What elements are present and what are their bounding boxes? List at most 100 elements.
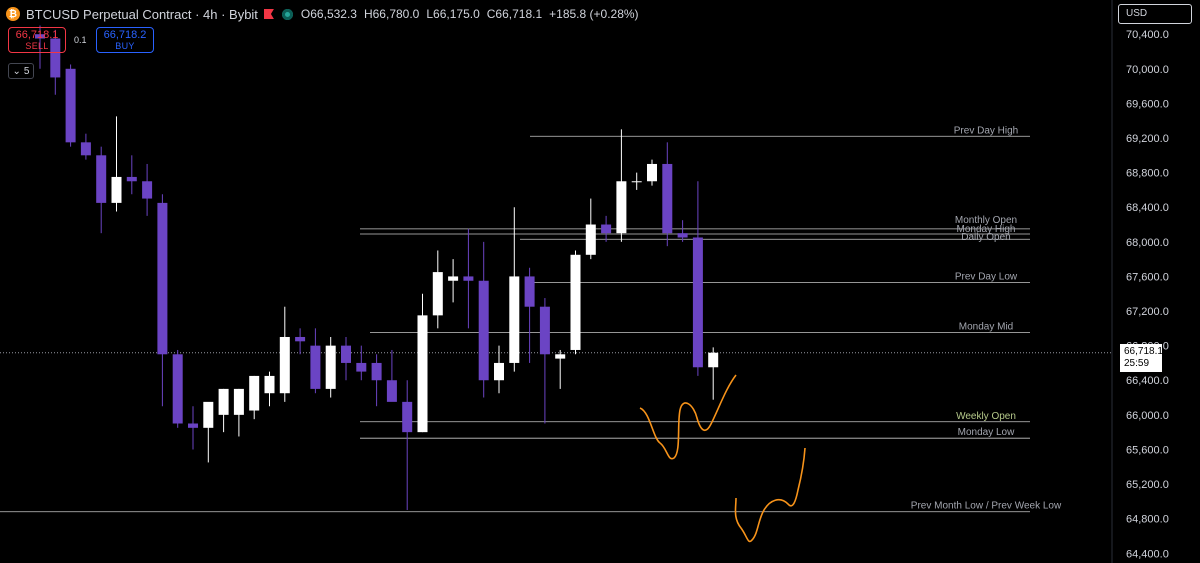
y-tick-label: 70,000.0 bbox=[1126, 64, 1169, 76]
sell-price: 66,718.1 bbox=[15, 29, 59, 41]
candle-body bbox=[570, 254, 581, 350]
ohlc-close: C66,718.1 bbox=[486, 7, 543, 21]
candle-body bbox=[310, 345, 321, 389]
candle-body bbox=[249, 375, 260, 411]
currency-select[interactable]: USD bbox=[1118, 4, 1192, 24]
buy-button[interactable]: 66,718.2 BUY bbox=[96, 27, 154, 53]
candle-body bbox=[50, 38, 61, 78]
price-axis-background bbox=[1112, 0, 1200, 563]
candle-body bbox=[386, 380, 397, 402]
candle-body bbox=[35, 34, 45, 39]
candle-body bbox=[218, 388, 229, 415]
candle-body bbox=[402, 401, 413, 433]
sell-label: SELL bbox=[25, 41, 49, 51]
candle-body bbox=[157, 202, 168, 355]
candle-body bbox=[111, 176, 122, 203]
candle-body bbox=[65, 68, 76, 143]
y-tick-label: 69,600.0 bbox=[1126, 98, 1169, 110]
level-label: Weekly Open bbox=[956, 411, 1016, 422]
projection-sketch bbox=[639, 374, 806, 543]
candle-body bbox=[524, 276, 535, 307]
candle-body bbox=[647, 163, 657, 182]
level-label: Monthly Open bbox=[955, 215, 1017, 226]
candle-body bbox=[233, 388, 244, 415]
level-label: Monday Low bbox=[958, 427, 1015, 438]
order-quantity[interactable]: 0.1 bbox=[74, 35, 87, 45]
buy-label: BUY bbox=[115, 41, 135, 51]
y-tick-label: 66,000.0 bbox=[1126, 410, 1169, 422]
current-price-value: 66,718.1 bbox=[1124, 346, 1163, 357]
level-label: Prev Day Low bbox=[955, 271, 1018, 282]
flag-icon[interactable] bbox=[263, 9, 274, 19]
candle-body bbox=[539, 306, 550, 355]
y-tick-label: 66,400.0 bbox=[1126, 375, 1169, 387]
candle-body bbox=[172, 354, 183, 424]
bar-countdown: 25:59 bbox=[1124, 358, 1150, 369]
candle-body bbox=[341, 345, 351, 363]
ohlc-high: H66,780.0 bbox=[363, 7, 420, 21]
ohlc-open: O66,532.3 bbox=[300, 7, 357, 21]
symbol-title[interactable]: BTCUSD Perpetual Contract · 4h · Bybit bbox=[26, 6, 258, 22]
candle-body bbox=[203, 401, 214, 428]
level-label: Prev Day High bbox=[954, 125, 1018, 136]
level-label: Monday Mid bbox=[959, 322, 1013, 333]
candle-body bbox=[677, 233, 688, 238]
candle-body bbox=[631, 181, 642, 183]
candle-body bbox=[509, 276, 520, 363]
candle-body bbox=[325, 345, 336, 389]
candle-body bbox=[616, 181, 627, 234]
level-label: Monday High bbox=[957, 224, 1016, 235]
candle-body bbox=[80, 142, 91, 156]
candle-body bbox=[448, 276, 459, 281]
indicators-collapse-button[interactable]: ⌄ 5 bbox=[8, 63, 34, 79]
current-price-tag: 66,718.1 25:59 bbox=[1120, 344, 1163, 372]
ohlc-low: L66,175.0 bbox=[426, 7, 480, 21]
bitcoin-icon: ₿ bbox=[6, 7, 20, 21]
y-tick-label: 67,600.0 bbox=[1126, 271, 1169, 283]
candle-body bbox=[494, 362, 504, 381]
y-tick-label: 68,800.0 bbox=[1126, 168, 1169, 180]
candle-body bbox=[585, 224, 596, 255]
candle-body bbox=[478, 280, 489, 381]
candle-body bbox=[601, 224, 612, 234]
candle-body bbox=[264, 375, 275, 394]
y-tick-label: 67,200.0 bbox=[1126, 306, 1169, 318]
candle-body bbox=[188, 423, 198, 428]
candle-body bbox=[279, 336, 290, 394]
y-tick-label: 65,200.0 bbox=[1126, 479, 1169, 491]
candle-body bbox=[417, 315, 428, 433]
chart-header: ₿ BTCUSD Perpetual Contract · 4h · Bybit… bbox=[6, 5, 639, 23]
y-tick-label: 68,400.0 bbox=[1126, 202, 1169, 214]
y-tick-label: 64,800.0 bbox=[1126, 514, 1169, 526]
y-tick-label: 68,000.0 bbox=[1126, 237, 1169, 249]
market-status-icon[interactable] bbox=[281, 8, 293, 20]
candle-body bbox=[126, 176, 137, 182]
price-axis[interactable]: 70,400.0 70,000.0 69,600.0 69,200.0 68,800.0… bbox=[1111, 0, 1200, 563]
y-tick-label: 64,400.0 bbox=[1126, 548, 1169, 560]
candle-body bbox=[708, 352, 719, 368]
price-change: +185.8 (+0.28%) bbox=[549, 7, 639, 21]
buy-price: 66,718.2 bbox=[103, 29, 147, 41]
projection-path-lower bbox=[734, 447, 806, 543]
candle-body bbox=[662, 163, 673, 234]
y-tick-label: 70,400.0 bbox=[1126, 29, 1169, 41]
candlesticks bbox=[35, 25, 719, 511]
candle-body bbox=[555, 354, 566, 359]
level-label: Daily Open bbox=[961, 232, 1010, 243]
candle-body bbox=[692, 237, 703, 368]
candle-body bbox=[432, 272, 443, 316]
y-tick-label: 65,600.0 bbox=[1126, 444, 1169, 456]
candle-body bbox=[295, 336, 306, 342]
sell-button[interactable]: 66,718.1 SELL bbox=[8, 27, 66, 53]
y-tick-label: 69,200.0 bbox=[1126, 133, 1169, 145]
candle-body bbox=[96, 155, 107, 203]
chevron-down-icon: ⌄ bbox=[12, 65, 21, 77]
projection-path-upper bbox=[639, 374, 737, 460]
collapse-count: 5 bbox=[23, 65, 30, 77]
level-label: Prev Month Low / Prev Week Low bbox=[911, 501, 1062, 512]
candle-body bbox=[371, 362, 382, 381]
candle-body bbox=[356, 362, 367, 372]
candle-body bbox=[142, 181, 153, 199]
